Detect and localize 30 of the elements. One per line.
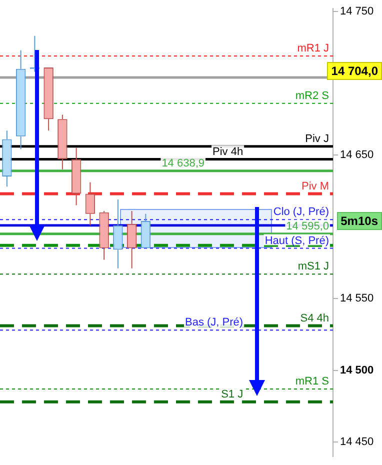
candlestick <box>85 182 96 226</box>
y-tick-label: 14 500 <box>340 364 374 376</box>
y-tick-label: 14 750 <box>340 6 374 18</box>
y-tick-label: 14 650 <box>340 149 374 162</box>
ref-line-label: Piv M <box>302 180 329 192</box>
annotation: 14 704,0 <box>327 62 382 80</box>
ref-line-label: S4 4h <box>300 312 329 324</box>
text: 5m10s <box>336 212 382 230</box>
ref-line-label: S1 J <box>221 388 244 400</box>
ref-line-label: Bas (J, Pré) <box>185 316 244 329</box>
ref-line-label: mS1 J <box>298 260 329 273</box>
candlestick <box>2 130 12 188</box>
candlestick <box>71 147 82 206</box>
candlestick <box>126 210 137 269</box>
y-tick-label: 14 550 <box>340 292 374 305</box>
ref-line-label: 14 638,9 <box>162 157 205 170</box>
ref-line-label: Haut (S, Pré) <box>264 234 329 247</box>
ref-line-label: Clo (J, Pré) <box>273 206 329 218</box>
ref-line-label: mR1 J <box>297 42 329 54</box>
candlestick <box>113 198 123 269</box>
ref-line-label: mR1 S <box>295 375 329 388</box>
y-tick-label: 14 450 <box>340 436 374 448</box>
candlestick <box>140 213 151 248</box>
ref-line-label: Piv 4h <box>212 146 244 158</box>
candlestick <box>58 114 68 170</box>
candlestick <box>16 50 26 150</box>
ref-line-label: 14 595,0 <box>286 220 329 232</box>
ref-line-label: mR2 S <box>295 90 329 102</box>
candlestick <box>99 210 109 260</box>
ref-line-label: Piv J <box>305 132 329 145</box>
